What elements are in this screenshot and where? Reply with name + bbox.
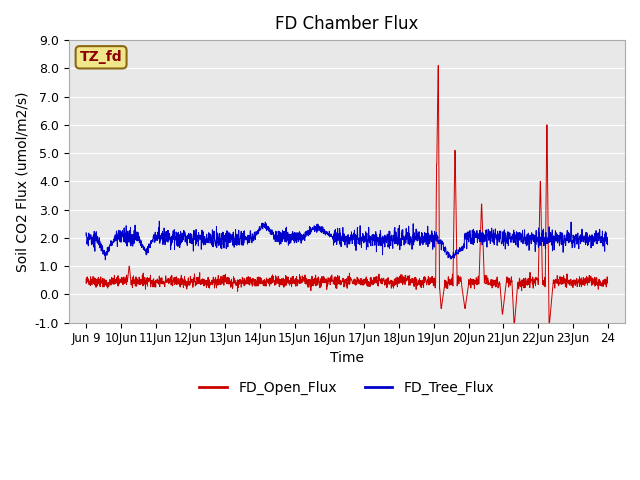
X-axis label: Time: Time xyxy=(330,351,364,365)
Legend: FD_Open_Flux, FD_Tree_Flux: FD_Open_Flux, FD_Tree_Flux xyxy=(194,375,500,400)
Text: TZ_fd: TZ_fd xyxy=(80,50,122,64)
Title: FD Chamber Flux: FD Chamber Flux xyxy=(275,15,419,33)
Y-axis label: Soil CO2 Flux (umol/m2/s): Soil CO2 Flux (umol/m2/s) xyxy=(15,91,29,272)
